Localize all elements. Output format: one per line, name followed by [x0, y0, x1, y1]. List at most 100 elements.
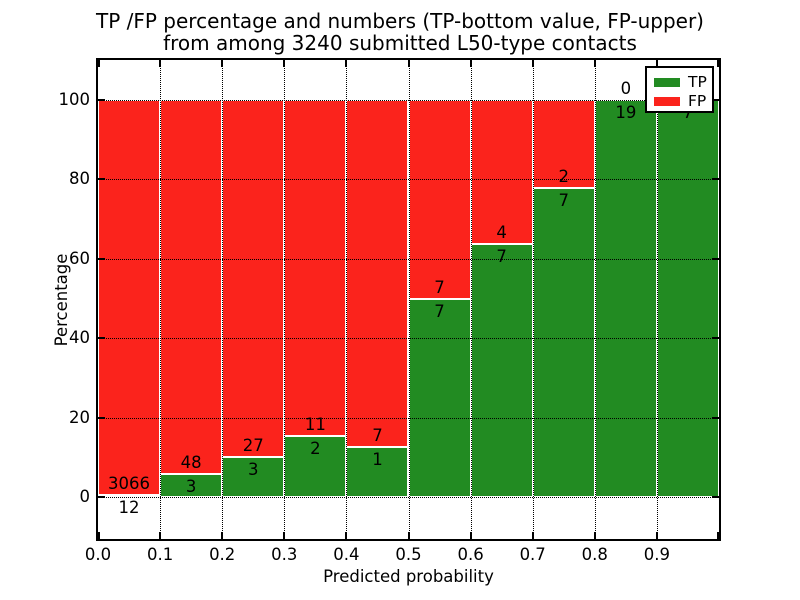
tp-count-label: 19: [615, 103, 637, 122]
legend-label-fp: FP: [688, 92, 707, 110]
horizontal-gridline: [98, 497, 719, 498]
y-tick-label: 20: [69, 407, 90, 427]
x-tick-mark: [345, 532, 348, 539]
x-tick-mark: [469, 532, 472, 539]
vertical-gridline: [470, 60, 472, 539]
fp-color-swatch-icon: [654, 97, 680, 106]
fp-count-label: 7: [434, 277, 445, 297]
fp-count-label: 2: [558, 167, 570, 187]
ticks-layer: [98, 60, 719, 539]
x-tick-mark: [717, 532, 719, 539]
fp-count-label: 4: [496, 223, 507, 243]
x-tick-mark-top: [221, 60, 224, 67]
vertical-gridline: [532, 60, 534, 539]
fp-count-label: 3066: [108, 474, 151, 494]
horizontal-gridline: [98, 179, 719, 181]
x-tick-mark: [221, 532, 224, 539]
y-tick-label: 60: [69, 248, 90, 268]
legend-label-tp: TP: [688, 73, 707, 91]
fp-bar-segment: [98, 100, 161, 496]
x-tick-label: 0.6: [457, 545, 484, 564]
horizontal-gridline: [98, 100, 719, 101]
tp-count-label: 3: [248, 460, 259, 480]
grid-layer: [98, 60, 719, 539]
fp-count-label: 11: [304, 414, 326, 434]
horizontal-gridline: [98, 258, 719, 260]
x-tick-label: 0.2: [209, 545, 236, 564]
y-tick-mark-right: [712, 99, 719, 101]
x-tick-mark: [593, 532, 596, 539]
x-tick-mark: [655, 532, 658, 539]
y-tick-mark-right: [712, 496, 719, 498]
x-tick-mark-top: [283, 60, 286, 67]
y-tick-mark-right: [712, 337, 719, 340]
x-tick-label: 0.4: [333, 545, 360, 564]
y-tick-label: 80: [69, 169, 90, 189]
x-tick-mark: [531, 532, 534, 539]
y-tick-label: 40: [69, 328, 90, 348]
y-tick-mark: [98, 178, 105, 181]
x-tick-mark-top: [407, 60, 410, 67]
tp-bar-segment: [346, 447, 409, 497]
legend-row-tp: TP: [654, 73, 712, 92]
legend: TP FP: [645, 66, 714, 113]
x-tick-mark: [98, 532, 100, 539]
horizontal-gridline: [98, 338, 719, 340]
x-tick-mark-top: [655, 60, 658, 67]
vertical-gridline: [408, 60, 410, 539]
tp-count-label: 1: [372, 450, 383, 470]
x-tick-mark-top: [717, 60, 719, 67]
vertical-gridline: [346, 60, 348, 539]
y-tick-label: 0: [79, 487, 91, 506]
y-tick-mark: [98, 99, 105, 101]
y-tick-mark-right: [712, 416, 719, 419]
x-tick-label: 0.3: [271, 545, 298, 564]
x-tick-mark-top: [531, 60, 534, 67]
x-tick-label: 0.5: [395, 545, 422, 564]
tp-count-label: 7: [558, 191, 570, 211]
x-tick-mark: [283, 532, 286, 539]
x-tick-mark-top: [593, 60, 596, 67]
x-tick-mark: [159, 532, 162, 539]
y-tick-mark-right: [712, 257, 719, 260]
tp-count-label: 2: [310, 438, 321, 458]
x-tick-mark-top: [345, 60, 348, 67]
vertical-gridline: [222, 60, 224, 539]
y-tick-mark: [98, 337, 105, 340]
vertical-gridline: [656, 60, 658, 539]
tp-bar-segment: [532, 188, 595, 497]
tp-count-label: 3: [185, 476, 197, 496]
y-tick-mark: [98, 416, 105, 419]
y-tick-mark: [98, 257, 105, 260]
x-tick-mark-top: [98, 60, 100, 67]
fp-count-label: 7: [372, 426, 383, 446]
y-tick-mark: [98, 496, 105, 498]
tp-count-label: 12: [118, 498, 140, 518]
fp-count-label: 48: [180, 452, 202, 472]
horizontal-gridline: [98, 417, 719, 419]
chart-title-line-1: TP /FP percentage and numbers (TP-bottom…: [96, 9, 704, 33]
x-tick-label: 0.9: [643, 545, 671, 564]
legend-row-fp: FP: [654, 92, 712, 111]
plot-area: 3066124832731127177472701907: [96, 58, 721, 541]
tp-count-label: 7: [434, 301, 445, 321]
vertical-gridline: [594, 60, 596, 539]
bars-layer: [98, 60, 719, 539]
chart-title-line-2: from among 3240 submitted L50-type conta…: [163, 31, 637, 55]
tp-count-label: 7: [496, 247, 507, 267]
x-tick-label: 0.0: [84, 545, 112, 564]
bar-count-labels-layer: 3066124832731127177472701907: [98, 60, 719, 539]
x-tick-mark-top: [159, 60, 162, 67]
y-tick-mark-right: [712, 178, 719, 181]
x-tick-mark: [407, 532, 410, 539]
x-tick-label: 0.8: [581, 545, 608, 564]
tp-bar-segment: [408, 298, 471, 497]
x-tick-mark-top: [469, 60, 472, 67]
x-axis-label: Predicted probability: [323, 567, 494, 586]
fp-count-label: 0: [620, 79, 632, 98]
x-tick-label: 0.1: [146, 545, 174, 564]
tp-color-swatch-icon: [654, 78, 680, 87]
y-tick-label: 100: [58, 90, 91, 109]
x-tick-label: 0.7: [519, 545, 546, 564]
